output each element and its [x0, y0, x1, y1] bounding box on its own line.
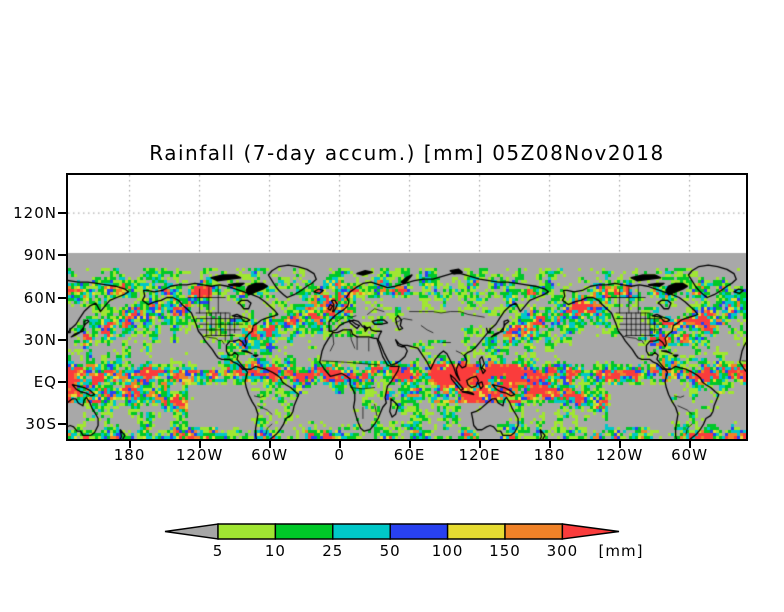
world-rainfall-map-canvas	[68, 175, 746, 439]
colorbar-tick-label: 5	[212, 542, 224, 560]
colorbar-tick-label: 10	[264, 542, 286, 560]
colorbar-below-min-arrow	[164, 523, 219, 540]
x-axis-tick	[688, 441, 691, 448]
colorbar-unit-label: [mm]	[598, 542, 644, 560]
colorbar-segment	[446, 523, 506, 540]
plot-frame	[66, 173, 748, 441]
colorbar-tick-label: 100	[431, 542, 464, 560]
x-axis-label: 180	[533, 446, 566, 464]
x-axis-tick	[128, 441, 131, 448]
colorbar	[164, 523, 620, 540]
y-axis-tick	[58, 254, 66, 257]
y-axis-label: 90N	[23, 246, 57, 265]
chart-title: Rainfall (7-day accum.) [mm] 05Z08Nov201…	[149, 141, 665, 165]
colorbar-tick-label: 25	[322, 542, 344, 560]
colorbar-above-max-arrow	[561, 523, 620, 540]
y-axis-tick	[58, 212, 66, 215]
y-axis-tick	[58, 380, 66, 383]
colorbar-segment	[274, 523, 334, 540]
colorbar-tick-label: 150	[489, 542, 521, 560]
x-axis-tick	[478, 441, 481, 448]
y-axis-label: EQ	[33, 372, 57, 391]
y-axis-tick	[58, 338, 66, 341]
y-axis-label: 30S	[25, 415, 57, 434]
x-axis-label: 120W	[175, 446, 224, 464]
y-axis-tick	[58, 423, 66, 426]
x-axis-tick	[198, 441, 201, 448]
x-axis-tick	[338, 441, 341, 448]
x-axis-tick	[548, 441, 551, 448]
x-axis-label: 60E	[393, 446, 426, 464]
x-axis-label: 120E	[458, 446, 501, 464]
colorbar-segment	[504, 523, 564, 540]
x-axis-label: 60W	[671, 446, 709, 464]
colorbar-segment	[332, 523, 391, 540]
x-axis-tick	[408, 441, 411, 448]
colorbar-segment	[389, 523, 449, 540]
x-axis-label: 0	[334, 446, 345, 464]
x-axis-label: 60W	[251, 446, 289, 464]
y-axis-label: 120N	[13, 204, 57, 223]
x-axis-tick	[268, 441, 271, 448]
colorbar-segment	[217, 523, 277, 540]
y-axis-label: 60N	[23, 288, 57, 307]
x-axis-label: 180	[113, 446, 146, 464]
y-axis-tick	[58, 296, 66, 299]
y-axis-label: 30N	[23, 330, 57, 349]
x-axis-label: 120W	[595, 446, 644, 464]
colorbar-tick-label: 300	[546, 542, 579, 560]
colorbar-tick-label: 50	[379, 542, 401, 560]
x-axis-tick	[618, 441, 621, 448]
